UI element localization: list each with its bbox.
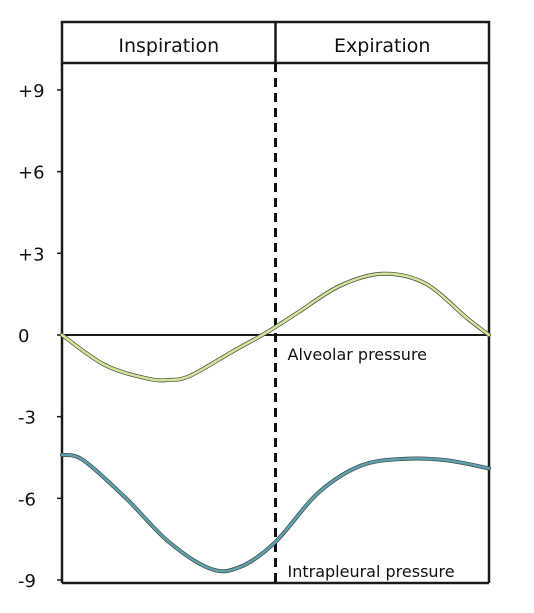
y-tick-label: -9 [18,571,36,592]
y-tick-label: -3 [18,408,36,429]
y-axis: +9 +6 +3 0 -3 -6 -9 [18,81,62,592]
y-tick-label: -6 [18,489,36,510]
label-group: Inspiration Expiration Alveolar pressure In… [118,35,454,581]
alveolar-pressure-label: Alveolar pressure [288,345,428,364]
alveolar-pressure-line [60,272,491,382]
intrapleural-pressure-label: Intrapleural pressure [288,562,455,581]
intrapleural-pressure-line [60,453,491,573]
y-tick-label: +9 [18,81,45,102]
y-tick-label: 0 [18,326,29,347]
phase-label-expiration: Expiration [334,35,430,57]
y-tick-label: +6 [18,163,45,184]
y-tick-label: +3 [18,244,45,265]
series-group [60,271,491,574]
phase-label-inspiration: Inspiration [118,35,219,57]
plot-frame [60,20,491,585]
